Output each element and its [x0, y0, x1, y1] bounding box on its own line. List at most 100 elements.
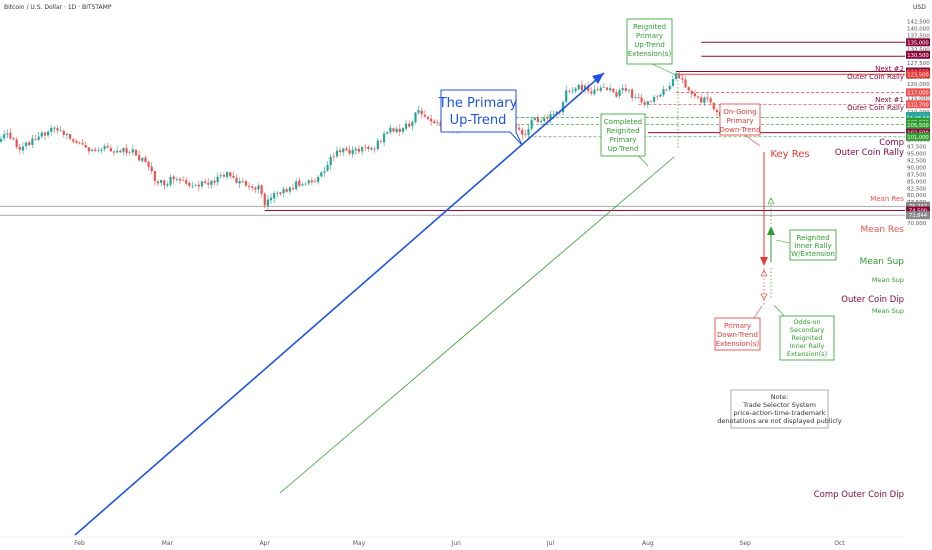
candle[interactable]: [583, 83, 587, 94]
candle[interactable]: [411, 120, 414, 131]
candle[interactable]: [602, 82, 605, 89]
candle[interactable]: [307, 179, 310, 187]
candle[interactable]: [279, 191, 282, 196]
candle[interactable]: [112, 150, 116, 156]
candle[interactable]: [213, 177, 216, 186]
candle[interactable]: [156, 179, 160, 187]
candle[interactable]: [81, 139, 84, 146]
candle[interactable]: [241, 178, 244, 184]
candle[interactable]: [376, 137, 379, 152]
candle[interactable]: [125, 144, 128, 157]
candle[interactable]: [379, 139, 383, 144]
candle[interactable]: [266, 195, 269, 210]
candle[interactable]: [138, 150, 141, 163]
candle[interactable]: [9, 128, 12, 140]
candle[interactable]: [197, 181, 200, 192]
candle[interactable]: [389, 124, 392, 136]
candle[interactable]: [612, 87, 615, 94]
candle[interactable]: [72, 138, 75, 144]
note-box[interactable]: Note: Trade Selector System price-action…: [717, 389, 842, 429]
candle[interactable]: [301, 182, 304, 187]
candle[interactable]: [100, 147, 103, 154]
candle[interactable]: [335, 146, 339, 159]
candle[interactable]: [367, 145, 370, 152]
primary-uptrend-line[interactable]: [74, 72, 605, 536]
candle[interactable]: [175, 176, 178, 182]
candle[interactable]: [342, 147, 345, 156]
candle[interactable]: [568, 88, 571, 94]
symbol-title[interactable]: Bitcoin / U.S. Dollar · 1D · BITSTAMP: [4, 4, 112, 11]
candle[interactable]: [62, 128, 65, 138]
candle[interactable]: [401, 127, 405, 135]
candle[interactable]: [386, 131, 389, 135]
candle[interactable]: [166, 181, 169, 188]
candle[interactable]: [263, 191, 266, 209]
candle[interactable]: [94, 146, 97, 153]
candle[interactable]: [273, 190, 276, 203]
candle[interactable]: [392, 127, 395, 134]
candle[interactable]: [244, 180, 248, 187]
primary-down-ext-callout[interactable]: Primary Down-Trend Extension(s): [714, 317, 761, 351]
candle[interactable]: [53, 126, 56, 133]
candle[interactable]: [169, 174, 172, 187]
candle[interactable]: [348, 145, 351, 156]
candle[interactable]: [527, 124, 530, 139]
candle[interactable]: [364, 143, 367, 152]
candle[interactable]: [295, 178, 298, 191]
candle[interactable]: [194, 183, 197, 187]
candle[interactable]: [304, 182, 307, 186]
candle[interactable]: [216, 172, 219, 186]
candle[interactable]: [323, 167, 326, 177]
candle[interactable]: [225, 171, 229, 180]
candle[interactable]: [426, 115, 430, 121]
candle[interactable]: [646, 100, 649, 109]
candle[interactable]: [659, 93, 662, 98]
candle[interactable]: [524, 129, 527, 137]
candle[interactable]: [131, 145, 134, 156]
candle[interactable]: [681, 74, 684, 84]
candle[interactable]: [326, 161, 329, 173]
ongoing-callout[interactable]: On-Going Primary Down-Trend: [720, 103, 761, 136]
candle[interactable]: [178, 177, 182, 185]
candle[interactable]: [590, 87, 593, 96]
candle[interactable]: [345, 146, 348, 152]
candle[interactable]: [40, 130, 43, 139]
candle[interactable]: [518, 123, 521, 132]
candle[interactable]: [238, 177, 241, 189]
candle[interactable]: [621, 83, 624, 94]
candle[interactable]: [298, 176, 301, 188]
candle[interactable]: [339, 147, 342, 156]
candle[interactable]: [656, 94, 659, 101]
candle[interactable]: [571, 86, 574, 94]
candle[interactable]: [577, 83, 580, 91]
candle[interactable]: [433, 119, 436, 124]
candle[interactable]: [653, 95, 656, 104]
candle[interactable]: [106, 142, 109, 149]
completed-uptrend-line[interactable]: [279, 156, 675, 494]
reignited-ext-callout[interactable]: Reignited Primary Up-Trend Extension(s): [626, 18, 673, 65]
candle[interactable]: [116, 146, 119, 154]
candle[interactable]: [329, 153, 332, 170]
candle[interactable]: [75, 139, 78, 145]
candle[interactable]: [65, 132, 69, 140]
candle[interactable]: [675, 72, 678, 81]
candle[interactable]: [12, 136, 15, 141]
candle[interactable]: [618, 88, 621, 99]
candle[interactable]: [631, 87, 634, 102]
inner-rally-callout[interactable]: Reignited Inner Rally W/Extension: [789, 229, 837, 261]
candle[interactable]: [596, 87, 599, 91]
candle[interactable]: [282, 186, 285, 198]
primary-trend-callout[interactable]: The Primary Up-Trend: [438, 89, 523, 146]
candle[interactable]: [15, 136, 18, 150]
candle[interactable]: [163, 179, 166, 190]
candle[interactable]: [185, 177, 188, 186]
candle[interactable]: [640, 93, 643, 104]
candle[interactable]: [436, 119, 439, 126]
candle[interactable]: [395, 126, 398, 134]
candle[interactable]: [59, 125, 62, 132]
candle[interactable]: [408, 120, 411, 129]
candle[interactable]: [530, 116, 533, 131]
candle[interactable]: [536, 114, 540, 123]
candle[interactable]: [204, 178, 207, 184]
